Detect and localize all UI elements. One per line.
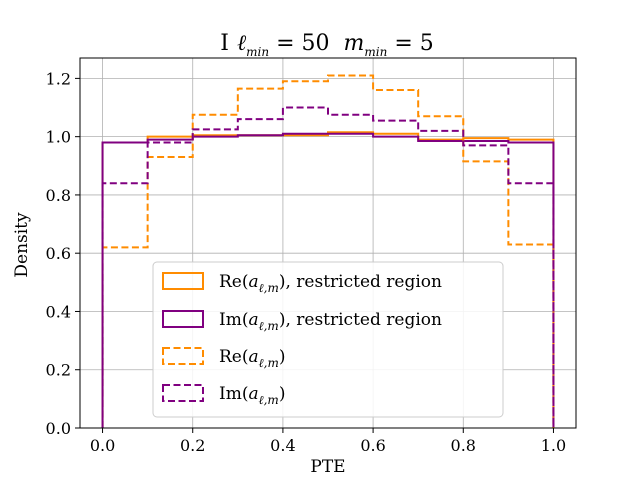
y-tick-label: 0.4 xyxy=(46,302,71,321)
y-tick-label: 0.8 xyxy=(46,186,71,205)
y-tick-label: 0.2 xyxy=(46,361,71,380)
x-ticks: 0.0 0.2 0.4 0.6 0.8 1.0 xyxy=(90,428,566,455)
title-m-rest: = 5 xyxy=(387,31,433,56)
legend-label: Im(aℓ,m), restricted region xyxy=(219,310,442,333)
y-ticks: 0.0 0.2 0.4 0.6 0.8 1.0 1.2 xyxy=(46,69,80,438)
legend-label: Re(aℓ,m), restricted region xyxy=(219,272,442,295)
title-ell: ℓ xyxy=(237,31,247,56)
x-tick-label: 1.0 xyxy=(541,436,566,455)
legend-label: Im(aℓ,m) xyxy=(219,384,285,407)
legend-box xyxy=(152,261,504,418)
plot-frame xyxy=(79,57,577,429)
y-axis-label: Density xyxy=(12,212,32,278)
x-tick-label: 0.6 xyxy=(360,436,385,455)
series-1-step-line xyxy=(101,132,555,428)
series-layer xyxy=(101,74,555,428)
series-2-step-line xyxy=(101,74,555,428)
legend-label: Re(aℓ,m) xyxy=(219,347,285,370)
title-ell-sub: min xyxy=(246,45,269,59)
legend-swatch xyxy=(162,384,204,402)
title-main: I xyxy=(220,31,229,56)
title-ell-rest: = 50 xyxy=(269,31,329,56)
y-tick-label: 0.6 xyxy=(46,244,71,263)
x-axis-label: PTE xyxy=(310,457,345,477)
legend-swatch xyxy=(162,347,204,365)
legend-swatch xyxy=(162,272,204,290)
legend-swatch xyxy=(162,310,204,328)
y-tick-label: 0.0 xyxy=(46,419,71,438)
title-m-sub: min xyxy=(364,45,387,59)
y-tick-label: 1.0 xyxy=(46,128,71,147)
y-tick-label: 1.2 xyxy=(46,69,71,88)
x-tick-label: 0.8 xyxy=(451,436,476,455)
x-tick-label: 0.2 xyxy=(180,436,205,455)
legend: Re(aℓ,m), restricted region Im(aℓ,m), res… xyxy=(152,261,504,418)
x-tick-label: 0.4 xyxy=(270,436,295,455)
x-tick-label: 0.0 xyxy=(90,436,115,455)
series-3-step-line xyxy=(101,106,555,428)
series-0-step-line xyxy=(101,131,555,428)
title-m: m xyxy=(344,31,365,56)
